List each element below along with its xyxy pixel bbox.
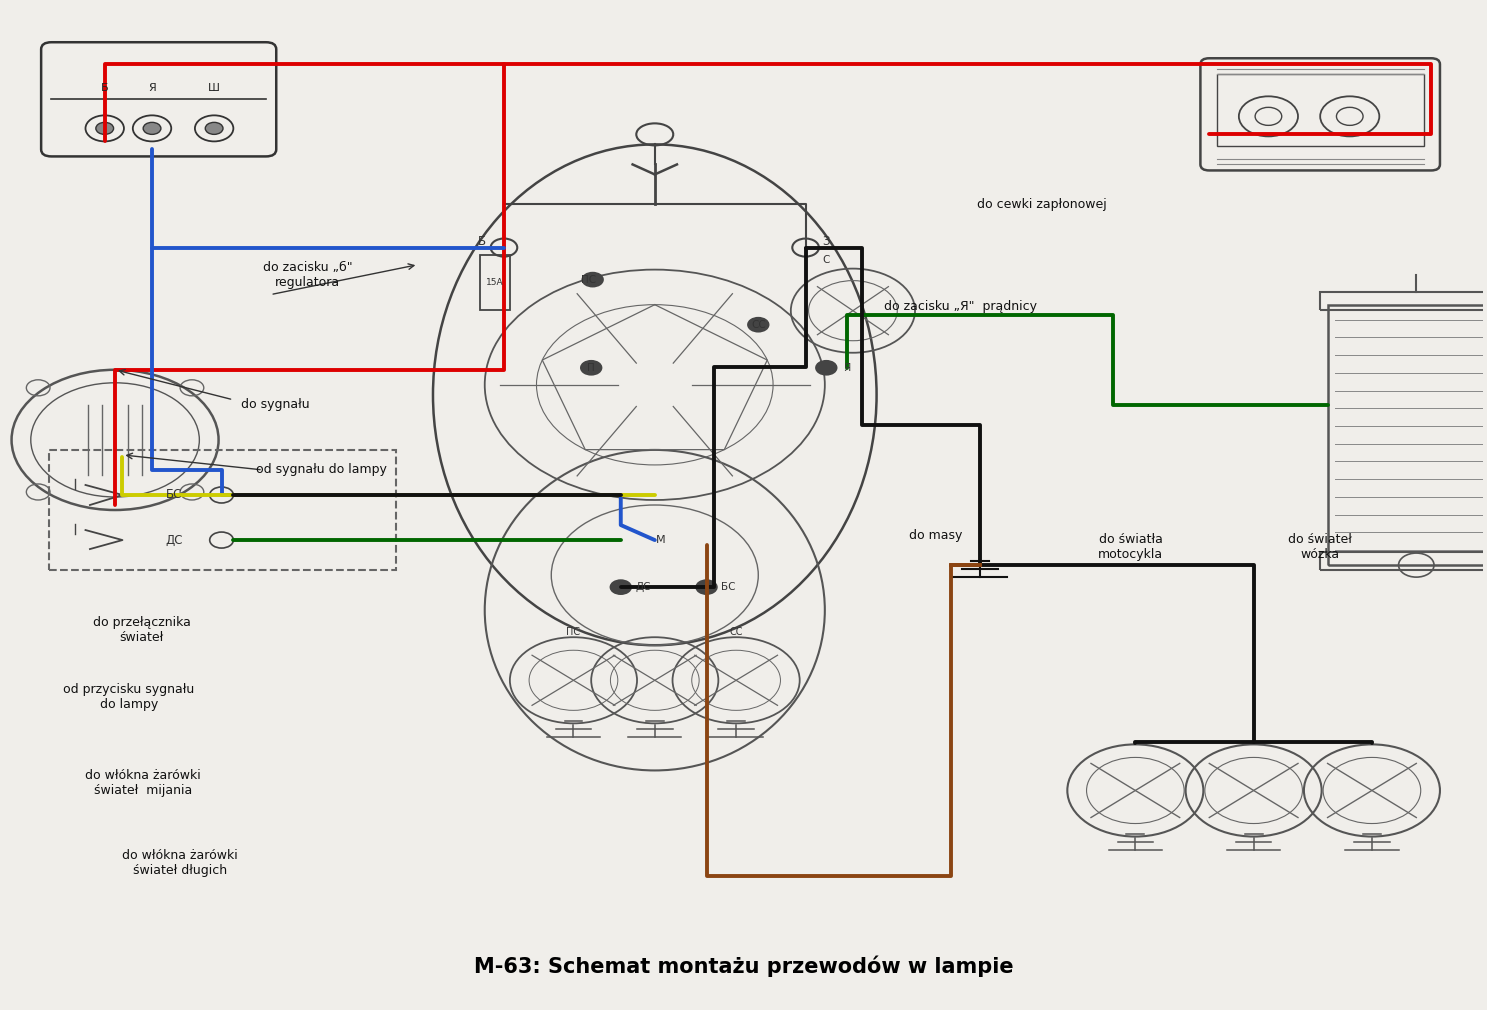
Text: С: С [822, 255, 830, 265]
Circle shape [143, 122, 161, 134]
Text: od przycisku sygnału
do lampy: od przycisku sygnału do lampy [64, 684, 195, 711]
Text: do przełącznika
świateł: do przełącznika świateł [92, 616, 190, 644]
Circle shape [583, 273, 604, 287]
Bar [480, 255, 510, 310]
Bar [49, 449, 396, 570]
Text: Ш: Ш [208, 83, 220, 93]
Text: do sygnału: do sygnału [241, 398, 309, 411]
Text: П: П [587, 363, 595, 373]
Text: M-63: Schemat montażu przewodów w lampie: M-63: Schemat montażu przewodów w lampie [474, 955, 1013, 977]
Text: 15A: 15A [486, 278, 504, 287]
Text: БС: БС [721, 582, 736, 592]
Text: do włókna żarówki
świateł  mijania: do włókna żarówki świateł mijania [85, 770, 201, 798]
Text: Б: Б [101, 83, 109, 93]
Text: do świateł
wózka: do świateł wózka [1288, 533, 1352, 562]
Text: Я: Я [843, 363, 851, 373]
Bar [1320, 292, 1487, 310]
Circle shape [205, 122, 223, 134]
Text: З: З [822, 235, 830, 248]
Circle shape [611, 580, 630, 594]
Bar [1328, 305, 1487, 566]
Text: БС: БС [167, 489, 183, 502]
Text: Я: Я [149, 83, 156, 93]
Text: СС: СС [729, 627, 744, 637]
Bar [1216, 75, 1423, 146]
Text: М: М [656, 535, 666, 545]
Text: do zacisku „Я"  prądnicy: do zacisku „Я" prądnicy [883, 300, 1036, 313]
Bar [1320, 552, 1487, 570]
Text: do światła
motocykla: do światła motocykla [1099, 533, 1163, 562]
Circle shape [748, 318, 769, 331]
Text: СС: СС [751, 320, 766, 329]
Circle shape [581, 361, 602, 375]
Circle shape [696, 580, 717, 594]
Text: ДС: ДС [165, 533, 183, 546]
Text: do masy: do masy [909, 528, 962, 541]
Text: ПС: ПС [581, 275, 596, 285]
Text: Б: Б [477, 235, 486, 248]
Text: ДС: ДС [635, 582, 651, 592]
Circle shape [816, 361, 837, 375]
Text: do zacisku „б"
regulatora: do zacisku „б" regulatora [263, 261, 352, 289]
Circle shape [95, 122, 113, 134]
Text: do cewki zapłonowej: do cewki zapłonowej [977, 198, 1106, 211]
Text: do włókna żarówki
świateł długich: do włókna żarówki świateł długich [122, 848, 238, 877]
Text: od sygnału do lampy: od sygnału do lampy [256, 464, 387, 477]
Text: ПС: ПС [567, 627, 580, 637]
